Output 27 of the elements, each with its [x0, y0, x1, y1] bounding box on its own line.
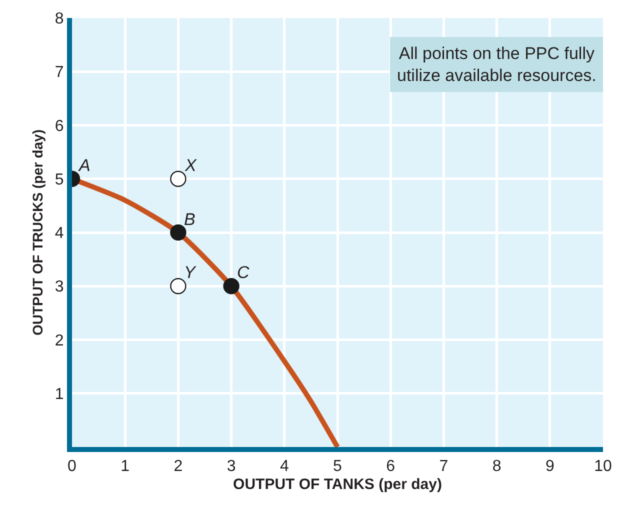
y-axis-title: OUTPUT OF TRUCKS (per day): [29, 129, 46, 336]
annotation: B: [184, 210, 196, 229]
y-tick-label: 2: [54, 332, 64, 350]
y-tick-label: 6: [54, 118, 64, 135]
annotation: All points on the PPC fully utilize available resources.: [397, 44, 596, 86]
x-tick-label: 4: [280, 458, 289, 476]
annotation: A: [78, 156, 90, 175]
y-tick-label: 1: [54, 386, 64, 403]
x-tick-label: 3: [226, 458, 236, 476]
x-axis-title: OUTPUT OF TANKS (per day): [233, 476, 442, 494]
x-tick-label: 5: [333, 458, 342, 476]
y-tick-label: 7: [54, 64, 64, 82]
annotation: C: [237, 263, 250, 282]
x-tick-label: 0: [68, 458, 77, 476]
x-tick-label: 10: [594, 458, 612, 476]
x-tick-label: 2: [174, 458, 183, 476]
annotation: X: [184, 156, 197, 175]
x-tick-label: 9: [545, 458, 554, 476]
y-tick-label: 4: [54, 225, 64, 242]
annotation: Y: [184, 263, 197, 282]
x-tick-label: 8: [492, 458, 502, 476]
x-tick-label: 1: [120, 458, 130, 476]
y-tick-label: 5: [54, 171, 64, 188]
x-tick-label: 6: [386, 458, 396, 476]
x-tick-label: 7: [439, 458, 448, 476]
y-tick-label: 3: [54, 278, 64, 296]
y-tick-label: 8: [54, 10, 64, 28]
